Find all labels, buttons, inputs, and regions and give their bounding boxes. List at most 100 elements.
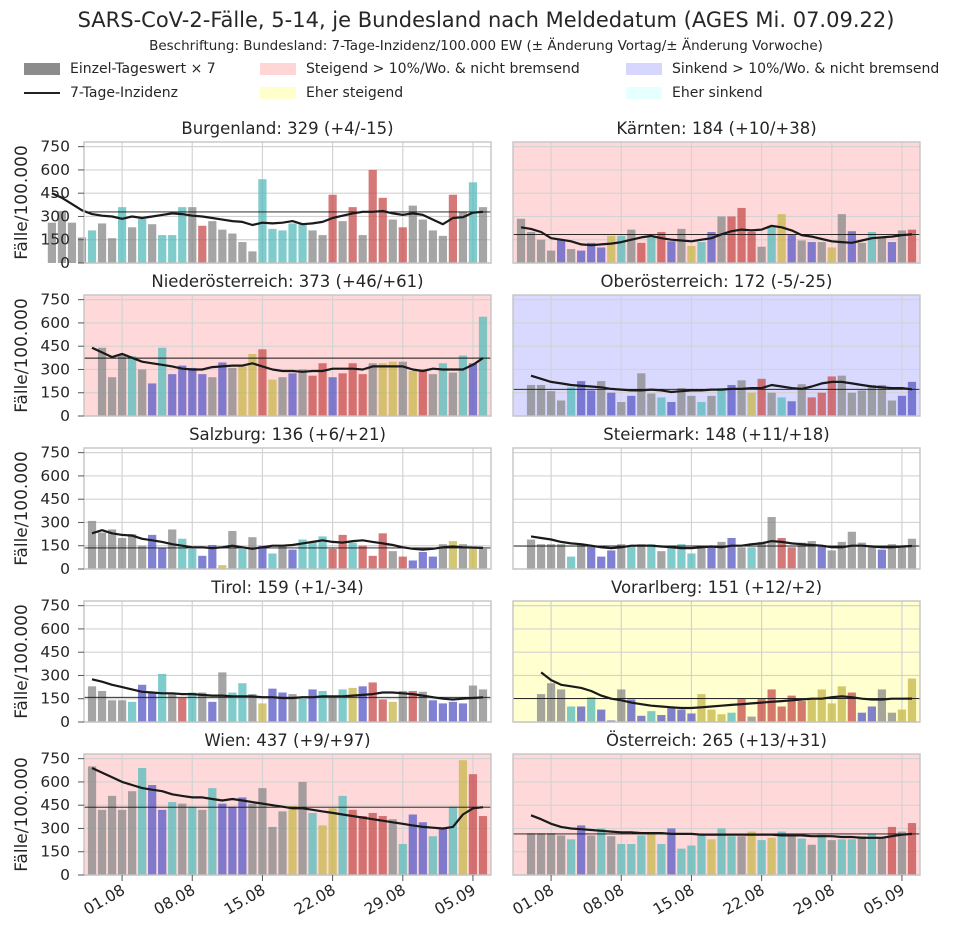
bar (158, 235, 167, 263)
bar (647, 833, 656, 875)
y-tick-label: 600 (40, 161, 70, 179)
y-axis-label: Fälle/100.000 (12, 604, 32, 719)
bar (228, 530, 237, 569)
bar (87, 766, 97, 875)
bar (767, 517, 776, 569)
bar (258, 349, 267, 416)
bar (208, 544, 217, 569)
bar (627, 229, 636, 263)
y-axis-label: Fälle/100.000 (12, 145, 32, 260)
bar (647, 393, 656, 416)
bar (97, 223, 107, 263)
bar (418, 369, 427, 416)
bar (847, 531, 856, 569)
bar (158, 548, 167, 569)
bar (388, 551, 397, 569)
bar (647, 237, 656, 263)
bar (158, 673, 167, 722)
bar (727, 216, 736, 263)
bar (857, 712, 866, 722)
bar (526, 231, 536, 263)
panel-title: Steiermark: 148 (+11/+18) (603, 425, 829, 444)
bar (807, 541, 816, 569)
bar (308, 689, 317, 722)
panel-title: Österreich: 265 (+13/+31) (606, 731, 827, 750)
bar (168, 694, 177, 722)
bar (887, 544, 897, 569)
bar (468, 548, 478, 569)
legend-label: Eher sinkend (672, 85, 763, 101)
bar (128, 791, 137, 875)
bar (388, 819, 397, 875)
bar (198, 555, 207, 569)
bar (697, 834, 706, 875)
bar (298, 539, 307, 569)
bar (438, 235, 447, 263)
x-tick-label: 15.08 (221, 881, 268, 919)
bar (418, 822, 427, 875)
bar (358, 374, 367, 416)
panel-background (513, 601, 920, 722)
bar (797, 838, 806, 875)
bar (907, 678, 917, 722)
bar (787, 695, 796, 722)
bar (657, 843, 666, 875)
bar (877, 689, 887, 722)
panel-title: Oberösterreich: 172 (-5/-25) (601, 272, 833, 291)
bar (867, 833, 876, 875)
bar (637, 544, 646, 569)
bar (218, 803, 227, 875)
bar (97, 809, 107, 875)
incidence-line (520, 224, 913, 247)
bar (448, 806, 458, 875)
bar (797, 240, 806, 263)
bar (597, 709, 606, 722)
bar (348, 363, 357, 416)
panel-frame (83, 141, 492, 264)
bar (797, 701, 806, 722)
bar (107, 795, 117, 875)
bar (597, 247, 606, 263)
bar (288, 549, 297, 569)
bar (867, 231, 876, 263)
bar (238, 683, 247, 722)
bar (647, 544, 656, 569)
x-tick-label: 22.08 (720, 881, 767, 919)
bar (428, 230, 437, 263)
bar (597, 381, 606, 416)
bar (268, 688, 277, 722)
bar (448, 194, 458, 263)
bar (557, 239, 566, 263)
bar (278, 811, 287, 875)
bar (767, 689, 776, 722)
panel-0: Burgenland: 329 (+4/-15) 0 150 300 450 600 750… (12, 119, 492, 272)
bar (97, 347, 107, 416)
bar (597, 556, 606, 569)
bar (138, 545, 147, 569)
bar (478, 207, 488, 263)
bar (458, 211, 468, 263)
bar (567, 556, 576, 569)
panel-title: Vorarlberg: 151 (+12/+2) (611, 578, 822, 597)
bar (398, 843, 407, 875)
bar (607, 235, 616, 263)
bar (587, 835, 596, 875)
bar (428, 836, 437, 875)
bar (627, 843, 636, 875)
bar (398, 361, 407, 416)
y-tick-label: 450 (40, 490, 70, 508)
bar (607, 550, 616, 569)
bar (807, 844, 816, 875)
bar (228, 367, 237, 416)
bar (737, 547, 746, 569)
bar (398, 690, 407, 722)
bar (597, 828, 606, 875)
bar (767, 837, 776, 875)
incidence-line (530, 814, 913, 839)
y-axis-label: Fälle/100.000 (12, 298, 32, 413)
panel-frame (83, 294, 492, 417)
bar (617, 235, 626, 263)
bar (398, 227, 407, 263)
bar (557, 835, 566, 875)
bar (328, 808, 337, 875)
